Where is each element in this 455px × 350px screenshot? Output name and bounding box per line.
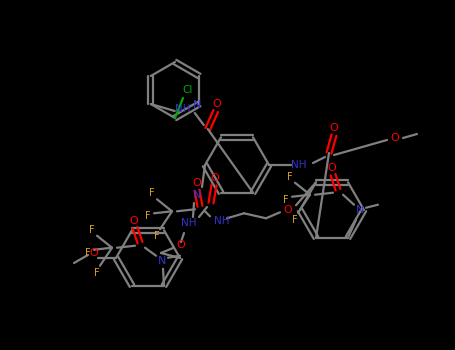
Text: O: O [329, 123, 339, 133]
Text: NH: NH [181, 218, 197, 228]
Text: O: O [211, 173, 219, 183]
Text: F: F [287, 172, 293, 182]
Text: F: F [149, 188, 155, 198]
Text: O: O [212, 99, 221, 109]
Text: O: O [283, 205, 293, 215]
Text: O: O [177, 240, 185, 250]
Text: Cl: Cl [183, 85, 193, 95]
Text: F: F [94, 268, 100, 278]
Text: F: F [85, 248, 91, 258]
Text: N: N [193, 100, 202, 110]
Text: O: O [90, 248, 98, 258]
Text: N: N [158, 256, 166, 266]
Text: NH: NH [291, 160, 307, 170]
Text: O: O [130, 216, 138, 226]
Text: N: N [193, 190, 201, 200]
Text: F: F [89, 225, 95, 235]
Text: O: O [391, 133, 399, 143]
Text: N: N [356, 205, 364, 215]
Text: F: F [145, 211, 151, 221]
Text: O: O [328, 163, 336, 173]
Text: F: F [292, 215, 298, 225]
Text: F: F [154, 231, 160, 241]
Text: NH: NH [175, 104, 191, 114]
Text: O: O [192, 178, 202, 188]
Text: F: F [283, 195, 289, 205]
Text: NH: NH [214, 216, 230, 226]
